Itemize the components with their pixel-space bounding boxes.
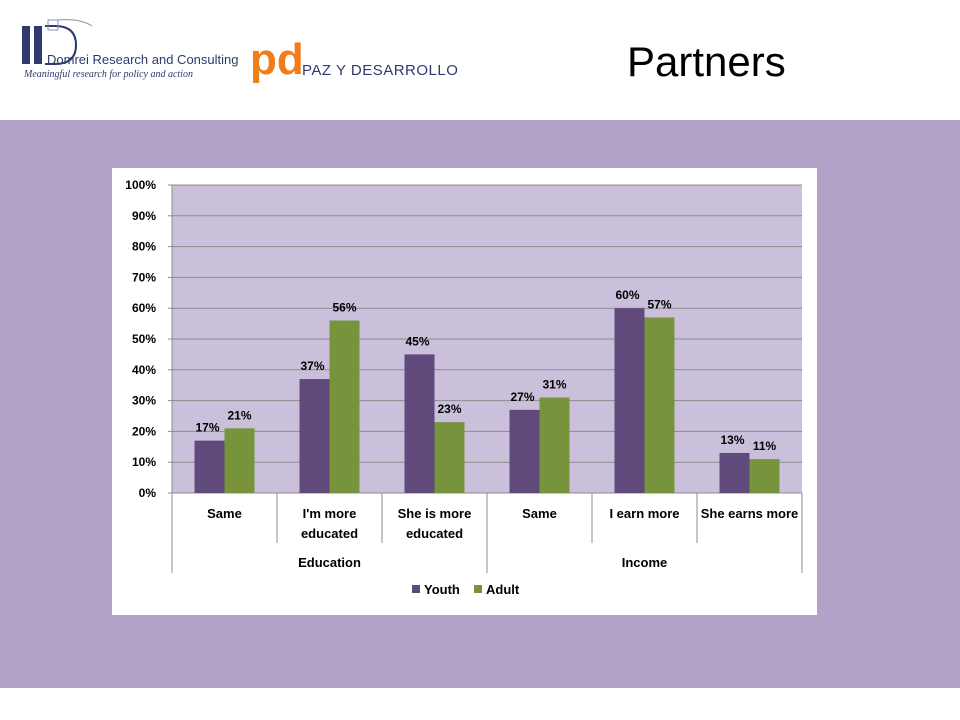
- domrei-logo-tagline: Meaningful research for policy and actio…: [24, 69, 193, 80]
- pd-logo-name: PAZ Y DESARROLLO: [302, 62, 459, 79]
- y-tick-label: 30%: [132, 394, 156, 408]
- y-tick-label: 10%: [132, 455, 156, 469]
- bar-adult: [539, 397, 570, 493]
- data-label: 45%: [405, 334, 429, 348]
- y-tick-label: 50%: [132, 332, 156, 346]
- group-label: Education: [298, 555, 361, 570]
- x-tick-label: educated: [301, 526, 358, 541]
- data-label: 37%: [300, 359, 324, 373]
- bar-adult: [434, 422, 465, 493]
- data-label: 23%: [437, 402, 461, 416]
- bar-adult: [644, 317, 675, 493]
- bar-youth: [194, 440, 225, 493]
- x-tick-label: educated: [406, 526, 463, 541]
- x-tick-label: Same: [522, 506, 557, 521]
- data-label: 27%: [510, 390, 534, 404]
- x-tick-label: I'm more: [303, 506, 357, 521]
- y-tick-label: 90%: [132, 209, 156, 223]
- y-tick-label: 100%: [125, 178, 156, 192]
- x-tick-label: She is more: [398, 506, 472, 521]
- bar-youth: [719, 452, 750, 493]
- pd-logo-letters: pd: [250, 36, 304, 84]
- y-tick-label: 40%: [132, 363, 156, 377]
- page-title: Partners: [627, 38, 786, 85]
- data-label: 11%: [753, 439, 777, 453]
- data-label: 31%: [542, 378, 566, 392]
- y-tick-label: 20%: [132, 424, 156, 438]
- bar-youth: [614, 308, 645, 493]
- legend-swatch-adult: [474, 585, 482, 593]
- y-tick-label: 70%: [132, 270, 156, 284]
- bar-adult: [224, 428, 255, 493]
- data-label: 60%: [615, 288, 639, 302]
- y-tick-label: 60%: [132, 301, 156, 315]
- data-label: 17%: [195, 421, 219, 435]
- legend-label: Adult: [486, 582, 520, 597]
- legend-swatch-youth: [412, 585, 420, 593]
- bar-adult: [749, 459, 780, 493]
- x-tick-label: She earns more: [701, 506, 799, 521]
- bar-youth: [404, 354, 435, 493]
- slide-header: Domrei Research and Consulting Meaningfu…: [0, 0, 960, 120]
- legend-label: Youth: [424, 582, 460, 597]
- y-tick-label: 80%: [132, 240, 156, 254]
- data-label: 56%: [332, 301, 356, 315]
- bar-adult: [329, 320, 360, 493]
- domrei-logo-name: Domrei Research and Consulting: [47, 52, 239, 67]
- group-label: Income: [622, 555, 668, 570]
- domrei-logo-mark: [22, 19, 93, 65]
- bar-youth: [299, 379, 330, 493]
- x-tick-label: Same: [207, 506, 242, 521]
- bar-youth: [509, 409, 540, 493]
- x-tick-label: I earn more: [609, 506, 679, 521]
- y-tick-label: 0%: [139, 486, 157, 500]
- data-label: 21%: [227, 408, 251, 422]
- data-label: 57%: [647, 297, 671, 311]
- data-label: 13%: [720, 433, 744, 447]
- bar-chart: 0% 10% 20% 30% 40% 50% 60% 70% 80% 90% 100% 17% 37% 4…: [125, 178, 803, 597]
- chart-panel: 0% 10% 20% 30% 40% 50% 60% 70% 80% 90% 100% 17% 37% 4…: [112, 168, 817, 615]
- pd-logo-mark: pd: [250, 36, 304, 84]
